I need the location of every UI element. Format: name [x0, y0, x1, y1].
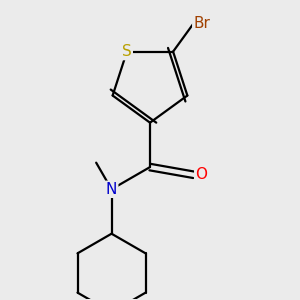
Text: S: S [122, 44, 132, 59]
Text: O: O [195, 167, 207, 182]
Text: Br: Br [193, 16, 210, 31]
Text: N: N [106, 182, 117, 197]
